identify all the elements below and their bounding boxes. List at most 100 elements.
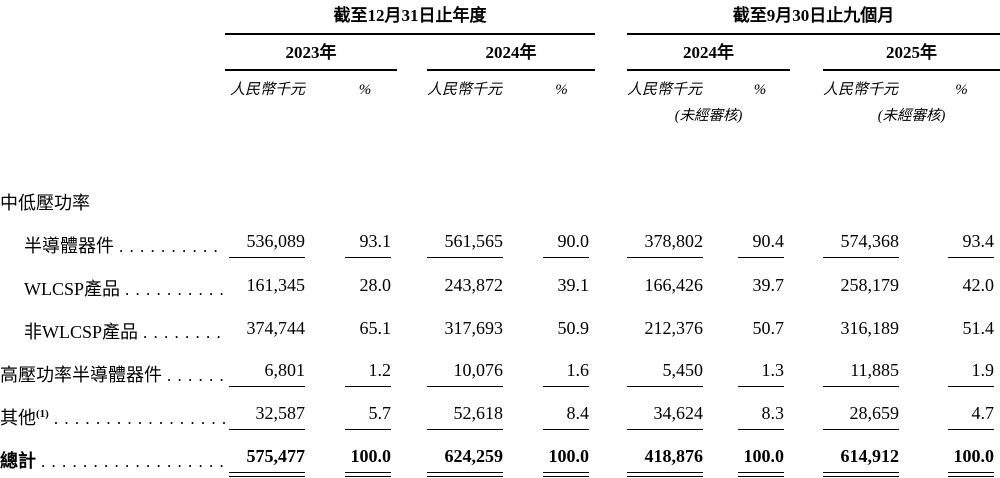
percent-value: 100.0 xyxy=(500,430,595,477)
unit-label-rmb: 人民幣千元 xyxy=(229,82,305,98)
dot-leader: . . . . . . . . . . . . . . . . . . . . … xyxy=(143,323,225,342)
column-gap xyxy=(790,430,823,473)
percent-value: 42.0 xyxy=(962,275,995,295)
table-row-others: 其他(1) . . . . . . . . . . . . . . . . . … xyxy=(0,387,1000,430)
dot-leader: . . . . . . . . . . . . . . . . . . . . … xyxy=(167,366,225,385)
table-row-high-voltage-power-semiconductor-devices: 高壓功率半導體器件 . . . . . . . . . . . . . . . … xyxy=(0,344,1000,387)
percent-value: 1.9 xyxy=(895,344,1000,387)
period-group-header-row: 截至12月31日止年度 截至9月30日止九個月 xyxy=(0,0,1000,35)
percent-value: 100.0 xyxy=(895,430,1000,477)
unaudited-note: (未經審核) xyxy=(877,108,946,124)
amount-value: 6,801 xyxy=(225,344,305,387)
percent-value: 8.3 xyxy=(702,387,790,430)
amount-value: 161,345 xyxy=(246,275,306,295)
amount-value: 574,368 xyxy=(823,215,900,258)
percent-value: 51.4 xyxy=(962,318,995,338)
amount-value: 52,618 xyxy=(427,387,503,430)
unaudited-note: (未經審核) xyxy=(674,108,743,124)
table-row-medium-low-voltage-power: 中低壓功率 xyxy=(0,178,1000,215)
amount-value: 624,259 xyxy=(427,430,503,477)
table-row-wlcsp-products: WLCSP產品 . . . . . . . . . . . . . . . . … xyxy=(0,258,1000,301)
percent-value: 1.3 xyxy=(702,344,790,387)
column-gap xyxy=(790,301,823,344)
footnote-marker: (1) xyxy=(36,408,49,420)
amount-value: 316,189 xyxy=(840,318,900,338)
percent-symbol: % xyxy=(555,82,568,98)
row-label-wlcsp-products: WLCSP產品 . . . . . . . . . . . . . . . . … xyxy=(24,279,225,299)
amount-value: 28,659 xyxy=(823,387,900,430)
dot-leader: . . . . . . . . . . . . . . . . . . . . … xyxy=(41,452,225,471)
amount-value: 212,376 xyxy=(644,318,704,338)
column-gap xyxy=(397,258,427,301)
row-label-medium-low-voltage-power: 中低壓功率 xyxy=(0,193,90,213)
column-gap xyxy=(595,387,627,430)
amount-value: 243,872 xyxy=(444,275,504,295)
year-label-2023: 2023年 xyxy=(225,34,397,71)
percent-value: 8.4 xyxy=(500,387,595,430)
table-row-total: 總計 . . . . . . . . . . . . . . . . . . .… xyxy=(0,430,1000,477)
year-label-9m-2024: 2024年 xyxy=(627,34,791,71)
amount-value: 536,089 xyxy=(225,215,305,258)
amount-value: 317,693 xyxy=(444,318,504,338)
percent-value: 39.1 xyxy=(557,275,590,295)
percent-symbol: % xyxy=(753,82,767,98)
column-gap xyxy=(790,387,823,430)
column-gap xyxy=(595,215,627,258)
row-label-high-voltage-power-semiconductor-devices: 高壓功率半導體器件 . . . . . . . . . . . . . . . … xyxy=(0,365,225,385)
row-label-semiconductor-devices: 半導體器件 . . . . . . . . . . . . . . . . . … xyxy=(0,215,225,258)
amount-value: 418,876 xyxy=(627,430,704,477)
column-gap xyxy=(397,387,427,430)
percent-value: 39.7 xyxy=(752,275,785,295)
amount-value: 32,587 xyxy=(225,387,305,430)
column-group-nine-months: 截至9月30日止九個月 xyxy=(627,0,1000,35)
year-label-9m-2025: 2025年 xyxy=(823,34,1000,71)
unit-header-row: 人民幣千元 % 人民幣千元 % 人民幣千元 % 人民幣千元 % xyxy=(0,70,1000,101)
percent-value: 93.1 xyxy=(305,215,397,258)
unaudited-note-row: (未經審核) (未經審核) xyxy=(0,101,1000,126)
amount-value: 10,076 xyxy=(427,344,503,387)
percent-value: 50.9 xyxy=(557,318,590,338)
percent-value: 4.7 xyxy=(895,387,1000,430)
percent-value: 90.0 xyxy=(500,215,595,258)
dot-leader: . . . . . . . . . . . . . . . . . . . . … xyxy=(119,237,225,256)
percent-value: 1.2 xyxy=(305,344,397,387)
amount-value: 575,477 xyxy=(225,430,305,477)
percent-value: 100.0 xyxy=(702,430,790,477)
unit-label-rmb: 人民幣千元 xyxy=(627,82,703,98)
group-gap xyxy=(595,0,627,34)
header-body-spacer xyxy=(0,126,1000,178)
percent-value: 50.7 xyxy=(752,318,785,338)
column-gap xyxy=(397,430,427,473)
column-gap xyxy=(595,430,627,473)
dot-leader: . . . . . . . . . . . . . . . . . . . . … xyxy=(125,280,225,299)
unit-label-rmb: 人民幣千元 xyxy=(427,82,503,98)
row-label-non-wlcsp-products: 非WLCSP產品 . . . . . . . . . . . . . . . .… xyxy=(0,301,225,344)
percent-value: 100.0 xyxy=(305,430,397,477)
column-gap xyxy=(397,301,427,344)
amount-value: 378,802 xyxy=(627,215,704,258)
percent-value: 65.1 xyxy=(359,318,392,338)
column-gap xyxy=(397,215,427,258)
amount-value: 614,912 xyxy=(823,430,900,477)
label-column-spacer xyxy=(0,0,225,34)
amount-value: 11,885 xyxy=(823,344,900,387)
column-group-year-ended: 截至12月31日止年度 xyxy=(225,0,596,35)
percent-symbol: % xyxy=(955,82,968,98)
amount-value: 34,624 xyxy=(627,387,704,430)
amount-value: 5,450 xyxy=(627,344,704,387)
percent-value: 1.6 xyxy=(500,344,595,387)
year-header-row: 2023年 2024年 2024年 2025年 xyxy=(0,34,1000,71)
amount-value: 374,744 xyxy=(246,318,306,338)
amount-value: 561,565 xyxy=(427,215,503,258)
amount-value: 166,426 xyxy=(644,275,704,295)
table-row-non-wlcsp-products: 非WLCSP產品 . . . . . . . . . . . . . . . .… xyxy=(0,301,1000,344)
column-gap xyxy=(790,344,823,387)
unit-label-rmb: 人民幣千元 xyxy=(823,82,899,98)
column-gap xyxy=(790,215,823,258)
dot-leader: . . . . . . . . . . . . . . . . . . . . … xyxy=(53,409,225,428)
column-gap xyxy=(397,344,427,387)
percent-symbol: % xyxy=(358,82,372,98)
